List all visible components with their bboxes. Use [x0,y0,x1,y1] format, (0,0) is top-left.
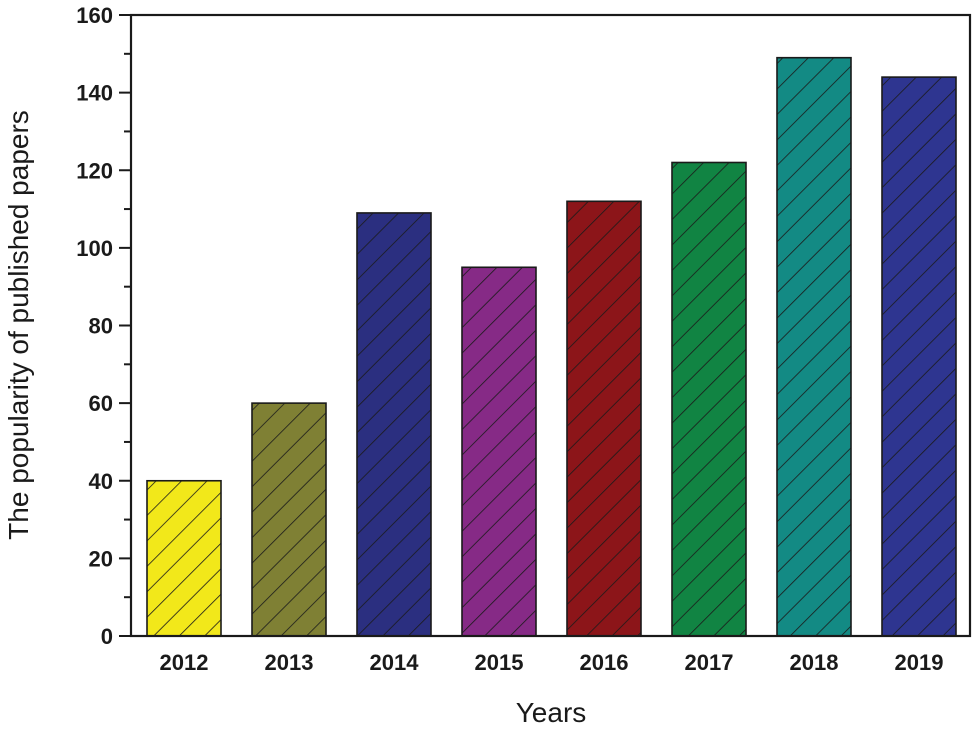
y-tick-label: 80 [89,314,113,339]
bars-group [146,56,957,637]
y-axis-ticks: 0 20 40 60 80 100 120 140 160 [76,3,131,649]
y-tick-label: 0 [101,624,113,649]
bar-2016 [566,200,642,637]
bar-2018 [776,56,852,637]
x-tick-label: 2014 [370,650,420,675]
y-tick-label: 160 [76,3,113,28]
bar-2012 [146,479,222,637]
y-tick-label: 100 [76,236,113,261]
y-tick-label: 60 [89,391,113,416]
bar-2015 [461,266,537,637]
x-axis-ticks: 2012 2013 2014 2015 2016 2017 2018 2019 [160,650,944,675]
x-tick-label: 2019 [895,650,944,675]
bar-2019 [881,76,957,637]
bar-2017 [671,161,747,637]
y-tick-label: 40 [89,469,113,494]
y-tick-label: 140 [76,81,113,106]
y-tick-label: 20 [89,546,113,571]
bar-2013 [251,402,327,637]
x-tick-label: 2017 [685,650,734,675]
x-tick-label: 2016 [580,650,629,675]
x-tick-label: 2018 [790,650,839,675]
y-axis-title: The popularity of published papers [3,110,34,540]
bar-2014 [356,212,432,637]
y-tick-label: 120 [76,158,113,183]
x-tick-label: 2012 [160,650,209,675]
x-tick-label: 2015 [475,650,524,675]
x-axis-title: Years [516,697,587,728]
x-tick-label: 2013 [265,650,314,675]
